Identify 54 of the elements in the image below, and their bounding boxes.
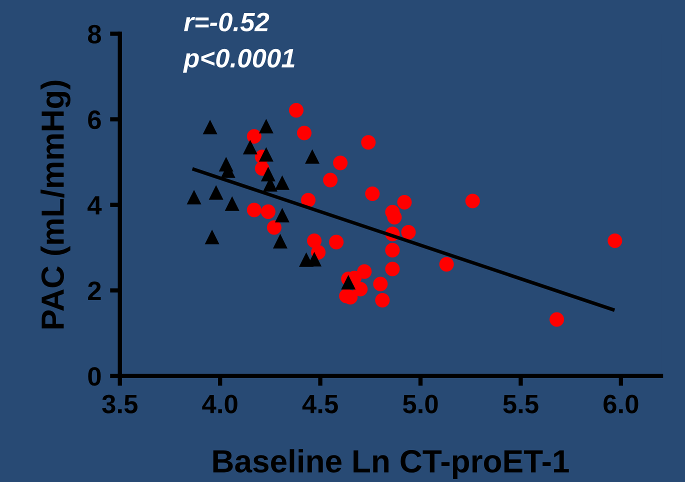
point — [401, 224, 416, 240]
point — [296, 126, 312, 140]
y-tick-label: 4 — [88, 196, 102, 214]
point — [353, 282, 368, 296]
point — [341, 274, 356, 290]
y-tick-label: 2 — [88, 282, 101, 300]
point — [329, 234, 344, 250]
point — [385, 242, 400, 258]
point — [300, 192, 316, 208]
point — [208, 185, 224, 200]
y-tick-label: 8 — [88, 24, 102, 44]
point — [260, 166, 276, 182]
point — [397, 195, 412, 210]
point — [439, 257, 454, 272]
point — [266, 220, 282, 235]
point — [465, 194, 480, 208]
point — [333, 156, 348, 170]
point — [608, 234, 622, 248]
point — [274, 175, 290, 190]
point — [305, 149, 320, 164]
point — [258, 147, 274, 162]
point — [258, 118, 274, 134]
x-tick-label: 4.5 — [302, 394, 338, 414]
point — [272, 234, 288, 248]
text: r=-0.52 — [184, 12, 270, 32]
x-tick-label: 5.0 — [402, 394, 438, 414]
x-tick-label: 6.0 — [604, 394, 638, 414]
annotation: p<0.0001 — [183, 48, 294, 73]
point — [323, 172, 338, 188]
x-axis-title: Baseline Ln CT-proET-1 — [213, 449, 569, 479]
point — [246, 202, 262, 218]
point — [288, 103, 304, 118]
point — [361, 135, 376, 150]
point — [246, 129, 262, 144]
point — [307, 234, 322, 248]
point — [365, 186, 380, 202]
x-tick-label: 5.5 — [503, 394, 538, 414]
point — [242, 140, 258, 154]
y-axis-title: PAC (mL/mmHg) — [40, 80, 70, 328]
point — [385, 262, 400, 276]
x-tick-label: 3.5 — [102, 394, 138, 414]
point — [260, 204, 276, 219]
x-tick-label: 4.0 — [202, 394, 238, 414]
y-tick-label: 6 — [88, 110, 101, 130]
y-tick-label: 0 — [88, 367, 101, 386]
point — [274, 208, 290, 222]
point — [357, 264, 372, 279]
point — [186, 190, 202, 204]
point — [202, 120, 218, 134]
point — [550, 312, 564, 327]
point — [204, 230, 220, 244]
point — [375, 292, 390, 308]
point — [373, 276, 388, 292]
point — [224, 196, 240, 211]
